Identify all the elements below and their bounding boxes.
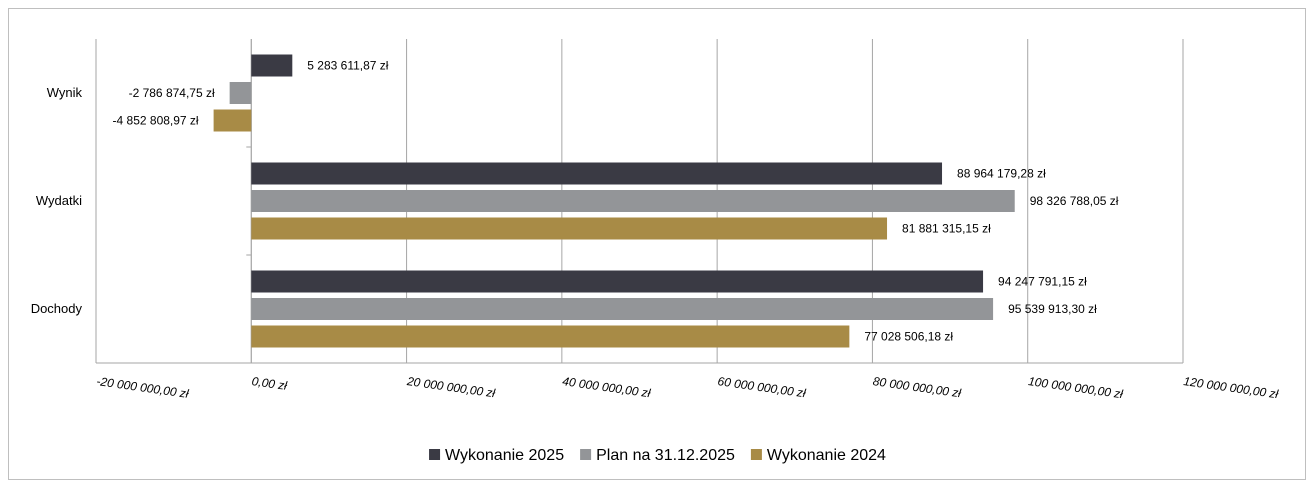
x-tick-label-4: 60 000 000,00 zł: [717, 374, 807, 400]
x-tick-label-6: 100 000 000,00 zł: [1027, 374, 1124, 401]
data-label-wydatki-series-1: 98 326 788,05 zł: [1030, 194, 1119, 208]
x-tick-label-0: -20 000 000,00 zł: [96, 374, 190, 401]
category-label-dochody: Dochody: [31, 301, 83, 316]
legend-swatch-1: [580, 449, 592, 460]
legend-label-1: Plan na 31.12.2025: [596, 447, 735, 464]
data-label-wydatki-series-2: 81 881 315,15 zł: [902, 222, 991, 236]
x-tick-label-7: 120 000 000,00 zł: [1183, 374, 1280, 401]
bar-wynik-series-1: [229, 82, 252, 104]
legend-swatch-2: [750, 449, 762, 460]
x-tick-label-5: 80 000 000,00 zł: [872, 374, 962, 400]
bar-wydatki-series-1: [251, 190, 1015, 212]
legend-label-0: Wykonanie 2025: [445, 447, 564, 464]
bar-wynik-series-0: [251, 54, 293, 77]
bar-wydatki-series-2: [251, 217, 888, 240]
x-tick-label-2: 20 000 000,00 zł: [405, 374, 496, 400]
legend-label-2: Wykonanie 2024: [767, 447, 886, 464]
legend-swatch-0: [429, 449, 441, 460]
bar-dochody-series-1: [251, 298, 994, 320]
data-label-wydatki-series-0: 88 964 179,28 zł: [957, 167, 1046, 181]
bar-dochody-series-0: [251, 270, 984, 293]
data-label-dochody-series-2: 77 028 506,18 zł: [864, 330, 953, 344]
data-label-dochody-series-0: 94 247 791,15 zł: [998, 275, 1087, 289]
data-label-wynik-series-0: 5 283 611,87 zł: [307, 59, 389, 73]
bar-wynik-series-2: [213, 109, 252, 132]
x-tick-label-3: 40 000 000,00 zł: [561, 374, 651, 400]
data-label-dochody-series-1: 95 539 913,30 zł: [1008, 302, 1097, 316]
category-label-wynik: Wynik: [47, 85, 83, 100]
bar-dochody-series-2: [251, 325, 850, 348]
category-label-wydatki: Wydatki: [36, 193, 82, 208]
data-label-wynik-series-2: -4 852 808,97 zł: [113, 114, 199, 128]
bar-wydatki-series-0: [251, 162, 943, 185]
x-tick-label-1: 0,00 zł: [251, 374, 288, 393]
data-label-wynik-series-1: -2 786 874,75 zł: [129, 86, 215, 100]
chart-frame: [8, 8, 1306, 480]
